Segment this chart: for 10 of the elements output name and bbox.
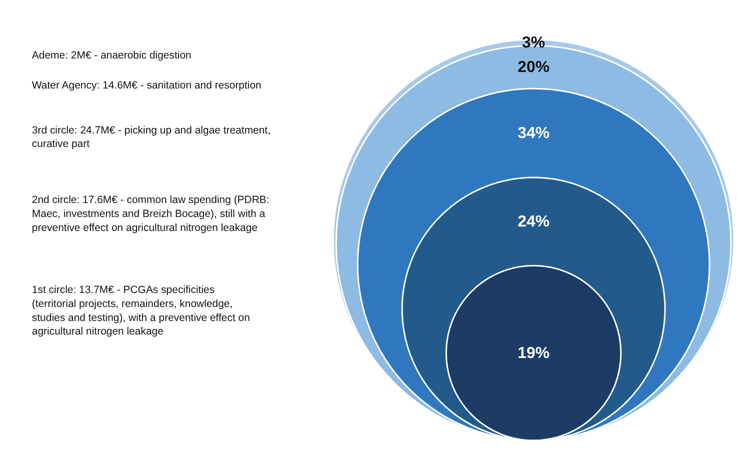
data-label: 24% xyxy=(518,214,550,231)
text: 2nd circle: 17.6M€ - common law spending (PDRB: Maec, investments and Breizh Bocage), still with a preventive effect on agricultural nitrogen leakage xyxy=(32,195,270,234)
data-label: 19% xyxy=(518,345,550,362)
data-label: 20% xyxy=(518,59,550,76)
text: Water Agency: 14.6M€ - sanitation and resorption xyxy=(32,80,262,92)
data-label: 34% xyxy=(518,125,550,142)
text: 3rd circle: 24.7M€ - picking up and algae treatment, curative part xyxy=(32,125,271,150)
data-label: 3% xyxy=(522,34,546,52)
text: Ademe: 2M€ - anaerobic digestion xyxy=(32,50,192,62)
text: 1st circle: 13.7M€ - PCGAs specificities (territorial projects, remainders, knowledge, studies and testing), with a preventive effect on agricultural nitrogen leakage xyxy=(32,284,250,338)
